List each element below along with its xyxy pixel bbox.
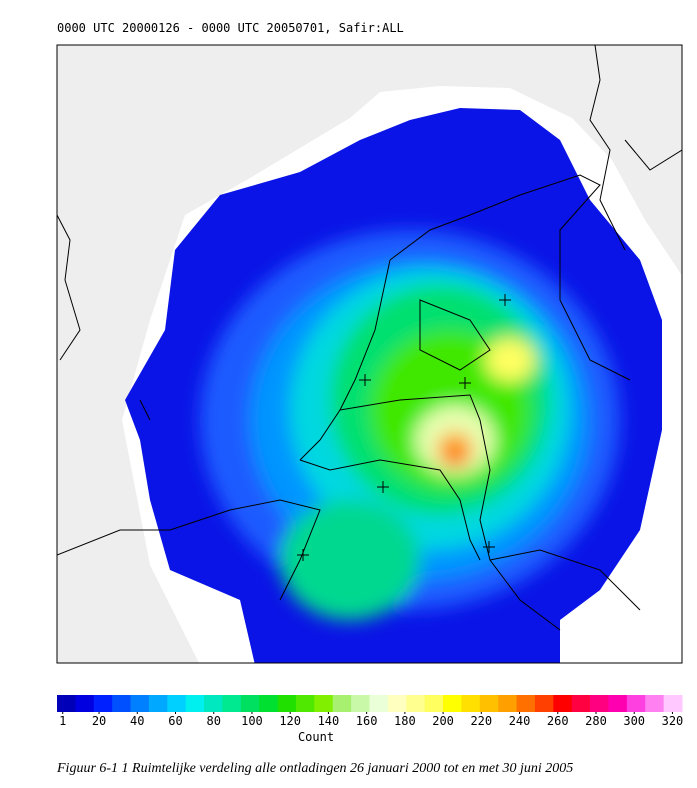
colorbar-tick-label: 200 xyxy=(432,714,454,728)
colorbar-tick-label: 220 xyxy=(470,714,492,728)
colorbar-swatch xyxy=(516,695,536,712)
colorbar-swatch xyxy=(461,695,481,712)
colorbar-tick-label: 80 xyxy=(207,714,221,728)
colorbar-tick-label: 240 xyxy=(509,714,531,728)
map-frame xyxy=(56,44,683,664)
density-field xyxy=(200,230,620,620)
colorbar-swatch xyxy=(222,695,242,712)
colorbar-tick-label: 100 xyxy=(241,714,263,728)
colorbar-tick-label: 260 xyxy=(547,714,569,728)
colorbar: 1 20 40 60 80 100 120 140 160 180 200 220 240 260 280 3… xyxy=(57,695,683,728)
colorbar-swatch xyxy=(369,695,389,712)
colorbar-tick-label: 40 xyxy=(130,714,144,728)
colorbar-swatch xyxy=(259,695,279,712)
colorbar-swatch xyxy=(277,695,297,712)
colorbar-swatch xyxy=(148,695,168,712)
colorbar-tick-label: 280 xyxy=(585,714,607,728)
colorbar-swatch xyxy=(167,695,187,712)
colorbar-swatch xyxy=(130,695,150,712)
colorbar-swatch xyxy=(93,695,113,712)
colorbar-swatch xyxy=(332,695,352,712)
colorbar-swatch xyxy=(608,695,628,712)
colorbar-swatch xyxy=(295,695,315,712)
stations xyxy=(297,294,511,561)
colorbar-swatch xyxy=(112,695,132,712)
colorbar-swatch xyxy=(590,695,609,712)
colorbar-swatch xyxy=(240,695,260,712)
colorbar-swatch xyxy=(645,695,665,712)
colorbar-swatch xyxy=(75,695,95,712)
colorbar-tick-label: 160 xyxy=(356,714,378,728)
colorbar-swatch xyxy=(553,695,573,712)
colorbar-swatch xyxy=(57,695,76,712)
colorbar-swatch xyxy=(314,695,334,712)
header: 0000 UTC 20000126 - 0000 UTC 20050701, S… xyxy=(57,21,404,35)
colorbar-swatch xyxy=(387,695,407,712)
colorbar-tick-label: 320 xyxy=(662,714,684,728)
colorbar-swatch xyxy=(479,695,499,712)
colorbar-tick-label: 20 xyxy=(92,714,106,728)
colorbar-swatch xyxy=(498,695,518,712)
colorbar-swatch xyxy=(406,695,426,712)
colorbar-tick-label: 1 xyxy=(59,714,66,728)
colorbar-swatch xyxy=(424,695,444,712)
colorbar-swatch xyxy=(351,695,370,712)
colorbar-swatch xyxy=(534,695,554,712)
colorbar-swatch xyxy=(204,695,223,712)
colorbar-tick-label: 180 xyxy=(394,714,416,728)
colorbar-tick-label: 140 xyxy=(318,714,340,728)
map xyxy=(57,45,682,663)
colorbar-label: Count xyxy=(298,730,334,744)
colorbar-swatch xyxy=(185,695,205,712)
colorbar-swatch xyxy=(571,695,591,712)
colorbar-tick-label: 60 xyxy=(168,714,182,728)
colorbar-tick-label: 300 xyxy=(623,714,645,728)
colorbar-swatch xyxy=(663,695,683,712)
borders xyxy=(57,45,682,631)
colorbar-swatch xyxy=(443,695,462,712)
colorbar-tick-label: 120 xyxy=(279,714,301,728)
colorbar-swatch xyxy=(626,695,646,712)
caption: Figuur 6-1 1 Ruimtelijke verdeling alle … xyxy=(56,761,573,776)
